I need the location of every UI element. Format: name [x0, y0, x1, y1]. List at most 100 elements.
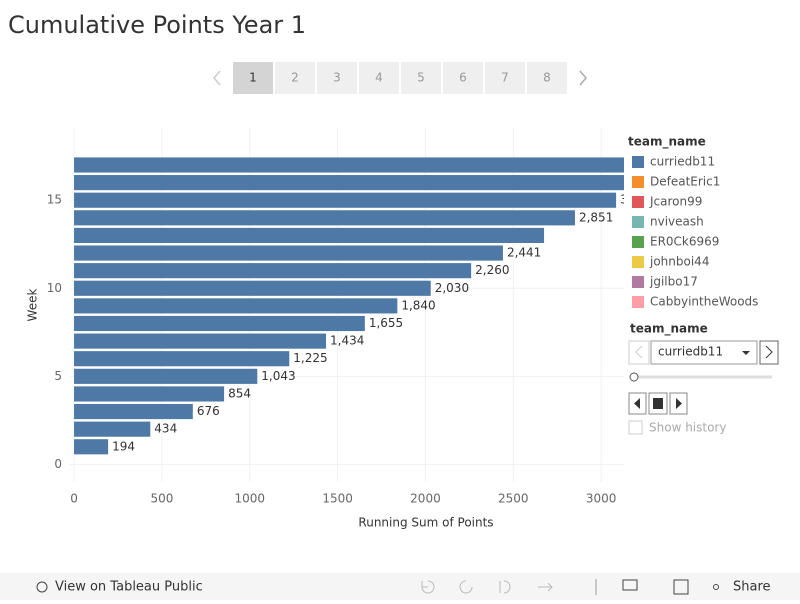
filter-dropdown[interactable]	[650, 340, 758, 365]
page-button[interactable]	[275, 62, 315, 94]
refresh[interactable]	[538, 582, 553, 592]
icon	[713, 584, 719, 590]
bar	[74, 403, 193, 420]
filter-prev[interactable]	[628, 340, 650, 365]
x-tick-label: 2500	[498, 492, 529, 506]
legend-label[interactable]: jgilbo17	[649, 275, 698, 289]
data-label: 1,434	[330, 334, 364, 348]
data-label: 1,840	[401, 298, 435, 312]
legend-label[interactable]: ER0Ck6969	[650, 235, 719, 249]
legend-swatch	[632, 276, 644, 288]
bar	[74, 386, 225, 402]
data-label: 3,085	[620, 193, 654, 207]
icon	[634, 398, 640, 409]
page-label: 5	[417, 71, 425, 85]
page-button[interactable]	[443, 62, 483, 94]
x-tick-label: 0	[70, 492, 78, 506]
page-label: 3	[333, 71, 341, 85]
legend-label[interactable]: nviveash	[650, 215, 704, 229]
bar	[74, 315, 365, 332]
prev-page[interactable]	[213, 70, 221, 86]
icon	[765, 345, 773, 359]
legend-label[interactable]: Jcaron99	[649, 195, 702, 209]
legend-label[interactable]: DefeatEric1	[650, 175, 720, 189]
bar	[74, 439, 109, 455]
bar	[74, 351, 290, 367]
view-link[interactable]: View on Tableau Public	[55, 580, 203, 595]
bar	[74, 368, 258, 384]
data-label: 1,043	[261, 369, 295, 383]
bar	[74, 298, 398, 314]
legend-label[interactable]: curriedb11	[650, 155, 715, 169]
data-label: 854	[228, 386, 251, 400]
x-axis-label: Running Sum of Points	[358, 516, 493, 530]
legend-swatch	[632, 296, 644, 308]
x-tick-label: 1000	[234, 492, 265, 506]
legend-label[interactable]: CabbyintheWoods	[650, 295, 758, 309]
legend: curriedb11 DefeatEric1 Jcaron99 nviveash ER0…	[632, 155, 758, 309]
show-history-checkbox[interactable]	[628, 420, 643, 435]
bar	[74, 192, 617, 208]
page-label: 6	[459, 71, 467, 85]
download[interactable]	[622, 579, 638, 591]
bar	[74, 245, 503, 261]
legend-label[interactable]: johnboi44	[649, 255, 709, 269]
bar	[74, 263, 472, 279]
page-title: Cumulative Points Year 1	[8, 11, 306, 39]
data-label: 2,030	[435, 281, 469, 295]
legend-swatch	[632, 256, 644, 268]
icon	[653, 398, 663, 409]
data-label: 2,851	[579, 210, 613, 224]
footer	[0, 573, 800, 600]
page-label: 7	[501, 71, 509, 85]
bar	[74, 227, 545, 244]
show-history-label: Show history	[649, 421, 726, 435]
legend-swatch	[632, 196, 644, 208]
bar	[74, 210, 575, 226]
bar	[74, 175, 624, 191]
legend-swatch	[632, 156, 644, 168]
next-page[interactable]	[579, 70, 587, 86]
fullscreen[interactable]	[673, 579, 689, 595]
data-label: 1,655	[369, 316, 403, 330]
page-button[interactable]	[359, 62, 399, 94]
slider-thumb[interactable]	[629, 372, 639, 382]
x-tick-label: 3000	[586, 492, 617, 506]
y-tick-label: 15	[47, 193, 62, 207]
undo[interactable]	[421, 580, 435, 594]
icon	[635, 345, 643, 359]
icon	[742, 351, 750, 355]
page-button[interactable]	[485, 62, 525, 94]
data-label: 434	[154, 422, 177, 436]
bar	[74, 157, 624, 173]
page-button[interactable]	[527, 62, 567, 94]
icon	[676, 398, 682, 409]
share-button[interactable]: Share	[733, 580, 771, 595]
page-label: 8	[543, 71, 551, 85]
y-tick-label: 0	[54, 457, 62, 471]
revert[interactable]	[499, 580, 511, 594]
page-button[interactable]	[401, 62, 441, 94]
filter-next[interactable]	[759, 340, 779, 365]
legend-swatch	[632, 176, 644, 188]
plot: 0 500 1000 1500 2000 2500 3000 0 5 10 15 194 434 676 8…	[47, 128, 654, 506]
bar	[74, 421, 151, 437]
redo[interactable]	[459, 580, 473, 594]
x-tick-label: 1500	[322, 492, 353, 506]
data-label: 194	[112, 439, 135, 453]
legend-swatch	[632, 216, 644, 228]
page-button[interactable]	[317, 62, 357, 94]
data-label: 2,260	[475, 263, 509, 277]
x-tick-label: 2000	[410, 492, 441, 506]
data-label: 1,225	[293, 351, 327, 365]
pager: 1 2 3 4 5 6 7 8	[233, 62, 567, 94]
page-label: 1	[249, 71, 257, 85]
y-tick-label: 10	[47, 281, 62, 295]
page-label: 4	[375, 71, 383, 85]
legend-swatch	[632, 236, 644, 248]
page-button[interactable]	[233, 62, 273, 94]
data-label: 2,441	[507, 246, 541, 260]
data-label: 676	[197, 404, 220, 418]
y-axis-label: Week	[26, 289, 40, 322]
